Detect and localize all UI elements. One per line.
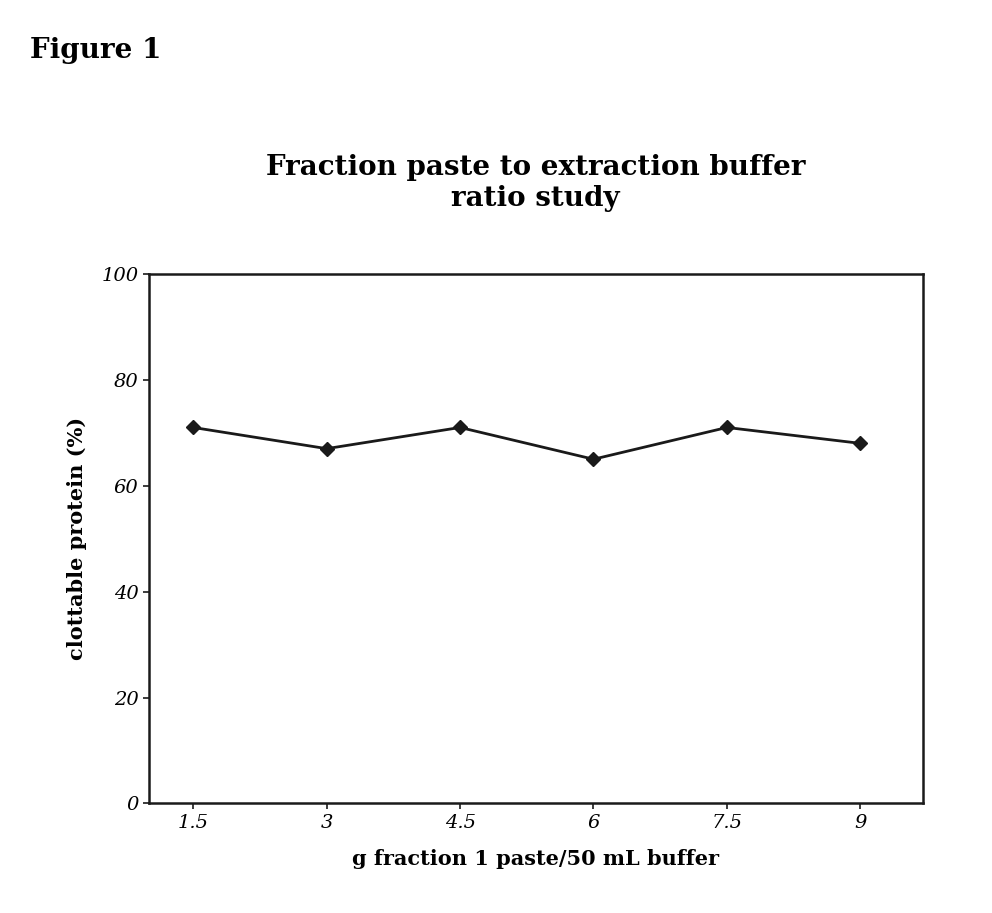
Text: Fraction paste to extraction buffer
ratio study: Fraction paste to extraction buffer rati… xyxy=(266,153,806,212)
X-axis label: g fraction 1 paste/50 mL buffer: g fraction 1 paste/50 mL buffer xyxy=(352,848,719,868)
Y-axis label: clottable protein (%): clottable protein (%) xyxy=(67,417,87,660)
Text: Figure 1: Figure 1 xyxy=(30,37,161,64)
